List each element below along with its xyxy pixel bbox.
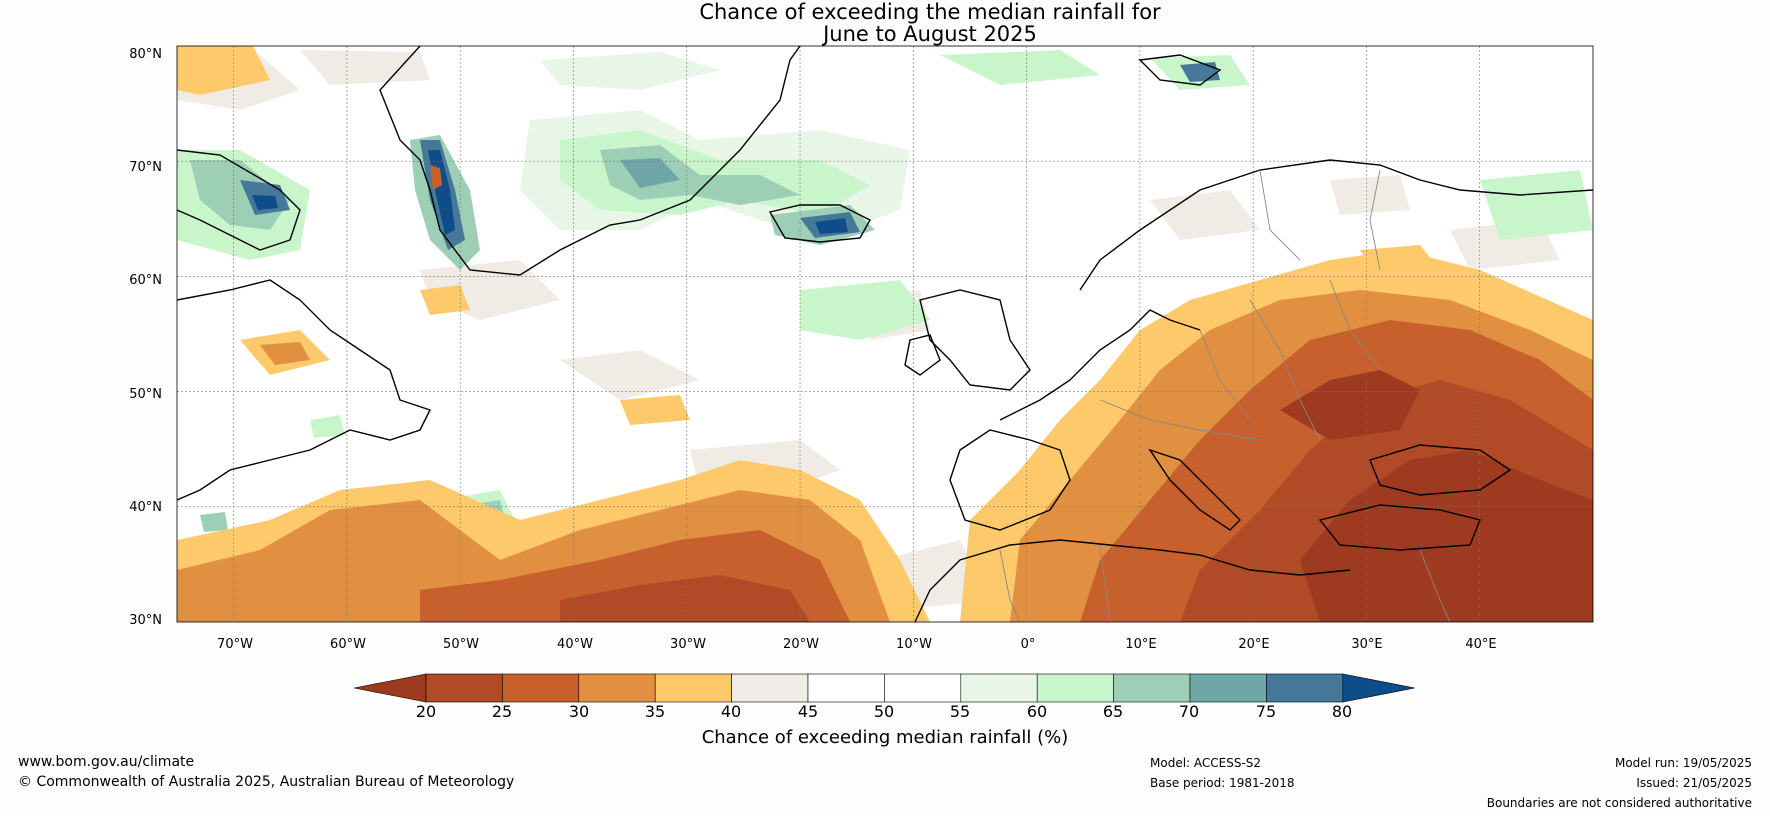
colorbar-tick-70: 70	[1178, 702, 1200, 721]
country-borders	[999, 169, 1451, 622]
colorbar-extend-low	[353, 673, 427, 703]
italy-coast	[1148, 448, 1241, 531]
model-name: Model: ACCESS-S2	[1150, 756, 1262, 770]
lon-label-10e: 10°E	[1125, 637, 1157, 652]
base-period: Base period: 1981-2018	[1150, 776, 1295, 790]
lon-label-40w: 40°W	[557, 637, 593, 652]
britain-coast	[919, 289, 1031, 391]
colorbar-bin	[731, 673, 809, 703]
black-sea-coast	[1369, 444, 1512, 496]
lon-label-10w: 10°W	[896, 637, 932, 652]
colorbar-tick-20: 20	[415, 702, 437, 721]
colorbar-title: Chance of exceeding median rainfall (%)	[701, 727, 1069, 748]
colorbar-bin	[960, 673, 1038, 703]
lon-label-20e: 20°E	[1238, 637, 1270, 652]
colorbar-tick-60: 60	[1026, 702, 1048, 721]
iberia-coast	[949, 429, 1071, 531]
ireland-coast	[904, 334, 941, 376]
greenland-coast	[379, 46, 801, 276]
map-area	[177, 46, 1593, 622]
colorbar	[353, 673, 1415, 703]
colorbar-tick-55: 55	[949, 702, 971, 721]
colorbar-bin	[1113, 673, 1191, 703]
colorbar-tick-35: 35	[644, 702, 666, 721]
colorbar-tick-30: 30	[568, 702, 590, 721]
colorbar-extend-high	[1342, 673, 1415, 703]
lat-label-80: 80°N	[129, 47, 162, 62]
baffin-coast	[177, 149, 301, 251]
lon-label-30e: 30°E	[1351, 637, 1383, 652]
svalbard-coast	[1138, 54, 1222, 86]
colorbar-bin	[502, 673, 580, 703]
website-link[interactable]: www.bom.gov.au/climate	[18, 754, 195, 770]
lon-label-0: 0°	[1020, 637, 1036, 652]
europe-coast	[999, 309, 1201, 421]
colorbar-bin	[807, 673, 885, 703]
colorbar-bin	[425, 673, 503, 703]
colorbar-bin	[654, 673, 732, 703]
colorbar-bin	[1266, 673, 1344, 703]
colorbar-bin	[1036, 673, 1114, 703]
coastlines	[177, 46, 1593, 622]
lon-label-20w: 20°W	[783, 637, 819, 652]
colorbar-bin	[884, 673, 962, 703]
map-title-line2: June to August 2025	[823, 22, 1037, 46]
colorbar-tick-45: 45	[797, 702, 819, 721]
copyright-text: © Commonwealth of Australia 2025, Austra…	[18, 774, 515, 790]
lat-label-60: 60°N	[129, 273, 162, 288]
lon-label-60w: 60°W	[330, 637, 366, 652]
issued-date: Issued: 21/05/2025	[1636, 776, 1752, 790]
lat-label-40: 40°N	[129, 500, 162, 515]
colorbar-tick-75: 75	[1255, 702, 1277, 721]
turkey-coast	[1318, 504, 1481, 551]
model-run-date: Model run: 19/05/2025	[1614, 756, 1752, 770]
lat-label-70: 70°N	[129, 160, 162, 175]
map-gridlines	[177, 46, 1593, 622]
boundaries-disclaimer: Boundaries are not considered authoritat…	[1486, 796, 1752, 810]
colorbar-bin	[578, 673, 656, 703]
lat-label-30: 30°N	[129, 613, 162, 628]
scandinavia-coast	[1079, 159, 1593, 291]
lon-label-30w: 30°W	[670, 637, 706, 652]
colorbar-tick-25: 25	[491, 702, 513, 721]
dry-areas-europe	[960, 245, 1593, 622]
map-frame	[176, 45, 1594, 623]
lon-label-50w: 50°W	[443, 637, 479, 652]
dry-areas-atlantic	[177, 46, 930, 622]
colorbar-tick-80: 80	[1331, 702, 1353, 721]
iceland-coast	[768, 204, 871, 243]
colorbar-tick-40: 40	[720, 702, 742, 721]
labrador-coast	[177, 279, 431, 501]
lon-label-70w: 70°W	[217, 637, 253, 652]
colorbar-tick-65: 65	[1102, 702, 1124, 721]
lon-label-40e: 40°E	[1465, 637, 1497, 652]
lat-label-50: 50°N	[129, 387, 162, 402]
colorbar-bin	[1189, 673, 1267, 703]
colorbar-tick-50: 50	[873, 702, 895, 721]
map-title-line1: Chance of exceeding the median rainfall …	[699, 0, 1161, 24]
north-africa-coast	[914, 539, 1351, 622]
